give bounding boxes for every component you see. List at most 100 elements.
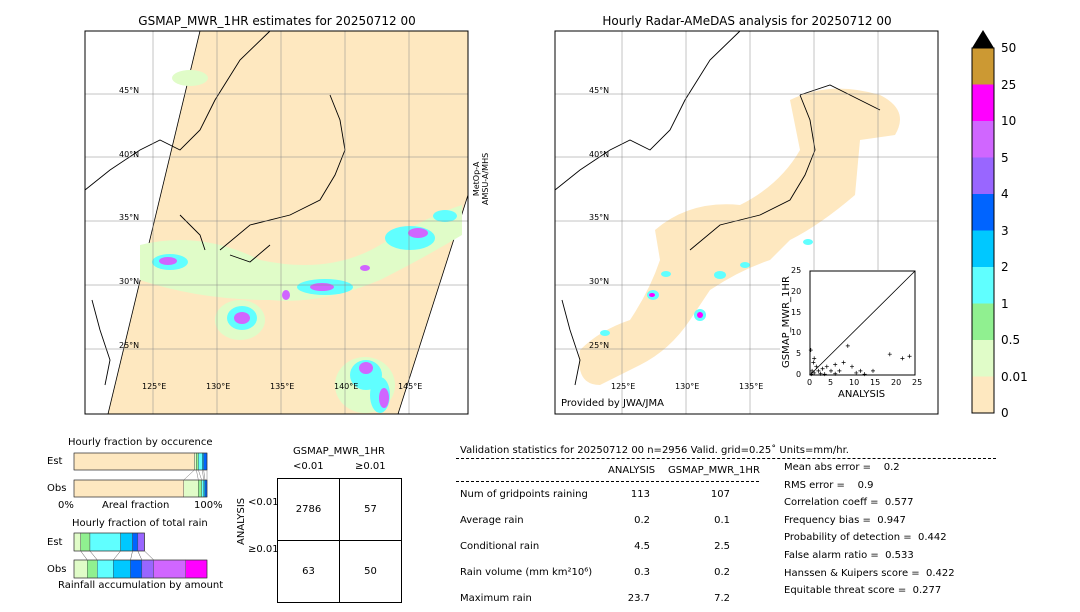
est-bar-segment xyxy=(89,532,121,552)
stat-gsmap: 2.5 xyxy=(714,541,730,552)
obs-bar-segment xyxy=(153,559,186,579)
obs-label: Obs xyxy=(47,483,67,494)
lon-label: 135°E xyxy=(270,382,295,391)
scatter-point xyxy=(871,368,875,373)
est-label: Est xyxy=(47,537,63,548)
y-tick-label: 5 xyxy=(796,349,802,359)
scatter-point xyxy=(809,372,814,377)
obs-bar-segment xyxy=(201,479,204,498)
obs-bar-segment xyxy=(73,479,184,498)
lat-label: 25°N xyxy=(119,341,140,350)
total-rain-title: Hourly fraction of total rain xyxy=(72,518,208,529)
scatter-xlabel: ANALYSIS xyxy=(838,389,886,400)
lat-label: 40°N xyxy=(589,150,610,159)
lat-label: 40°N xyxy=(119,150,140,159)
lat-label: 30°N xyxy=(589,277,610,286)
swath-area xyxy=(108,31,468,414)
score-line: Probability of detection = 0.442 xyxy=(784,532,947,544)
x-tick-label: 0 xyxy=(807,378,813,387)
stat-analysis: 0.3 xyxy=(634,567,650,578)
y-tick-label: 25 xyxy=(791,266,802,275)
scatter-point xyxy=(820,366,825,371)
left-map xyxy=(84,30,469,415)
scatter-point xyxy=(850,364,854,369)
est-bar-segment xyxy=(137,532,145,552)
obs-bar-segment xyxy=(113,559,131,579)
scatter-plot xyxy=(808,270,916,377)
lat-label: 35°N xyxy=(119,213,140,222)
sensor-label: MetOp-A AMSU-A/MHS xyxy=(472,152,490,205)
colorbar-segment xyxy=(972,121,994,158)
score-line: RMS error = 0.9 xyxy=(784,479,874,491)
stat-gsmap: 107 xyxy=(710,489,730,500)
score-line: Hanssen & Kuipers score = 0.422 xyxy=(784,567,955,579)
colorbar-label: 0.5 xyxy=(1001,333,1021,347)
stat-analysis: 23.7 xyxy=(627,593,650,604)
col-header: <0.01 xyxy=(293,461,324,472)
scatter-point xyxy=(829,368,833,373)
scatter-point xyxy=(816,368,821,373)
y-tick-label: 20 xyxy=(791,286,802,296)
lat-label: 25°N xyxy=(589,341,610,350)
left-map-title: GSMAP_MWR_1HR estimates for 20250712 00 xyxy=(138,14,416,28)
scatter-point xyxy=(887,352,892,357)
stat-gsmap: 0.1 xyxy=(714,515,730,526)
stat-label: Conditional rain xyxy=(460,541,540,552)
scatter-point xyxy=(812,370,817,375)
obs-bar-segment xyxy=(198,479,202,498)
colorbar-segment xyxy=(972,84,994,121)
colorbar-label: 50 xyxy=(1001,41,1017,55)
cell-false-alarm: 57 xyxy=(339,478,402,541)
colorbar xyxy=(971,30,995,414)
lat-label: 45°N xyxy=(119,86,140,95)
obs-bar-segment xyxy=(141,559,155,579)
lon-label: 130°E xyxy=(675,382,700,391)
x-tick-label: 25 xyxy=(912,378,923,387)
colorbar-label: 2 xyxy=(1001,260,1009,274)
scatter-point xyxy=(808,348,813,353)
scatter-point xyxy=(854,370,859,375)
row-header: ≥0.01 xyxy=(248,544,279,555)
x-tick-label: 10 xyxy=(849,378,860,387)
col-analysis: ANALYSIS xyxy=(608,465,656,476)
score-line: Frequency bias = 0.947 xyxy=(784,514,906,526)
colorbar-label: 3 xyxy=(1001,223,1009,238)
lon-label: 125°E xyxy=(611,382,636,391)
est-bar-segment xyxy=(73,452,195,471)
axis-mid: Areal fraction xyxy=(102,500,170,511)
occurrence-bars xyxy=(73,452,208,498)
total-rain-bars xyxy=(73,532,208,579)
lon-label: 145°E xyxy=(398,382,423,391)
colorbar-label: 0.01 xyxy=(1001,369,1028,384)
scatter-point xyxy=(811,360,816,365)
col-header: ≥0.01 xyxy=(355,461,386,472)
scatter-point xyxy=(900,356,905,361)
est-bar-segment xyxy=(80,532,91,552)
est-label: Est xyxy=(47,456,63,467)
colorbar-segment xyxy=(972,303,994,340)
y-tick-label: 15 xyxy=(791,307,802,317)
score-line: False alarm ratio = 0.533 xyxy=(784,550,914,561)
colorbar-label: 5 xyxy=(1001,150,1009,165)
colorbar-segment xyxy=(972,340,994,377)
stat-analysis: 113 xyxy=(630,489,650,500)
obs-bar-segment xyxy=(73,559,88,579)
stat-label: Num of gridpoints raining xyxy=(460,489,588,500)
lon-label: 140°E xyxy=(334,382,359,391)
col-gsmap: GSMAP_MWR_1HR xyxy=(668,465,760,476)
right-map-title: Hourly Radar-AMeDAS analysis for 2025071… xyxy=(602,14,892,28)
scatter-point xyxy=(822,372,827,377)
stat-analysis: 0.2 xyxy=(634,515,650,526)
colorbar-segment xyxy=(972,157,994,194)
colorbar-segment xyxy=(972,48,994,85)
obs-bar-segment xyxy=(87,559,98,579)
row-axis-label: ANALYSIS xyxy=(236,497,247,545)
est-bar-segment xyxy=(73,532,81,552)
colorbar-label: 4 xyxy=(1001,187,1009,201)
x-tick-label: 15 xyxy=(870,378,881,387)
colorbar-label: 0 xyxy=(1001,406,1009,420)
est-bar-segment xyxy=(132,532,139,552)
cell-hits-none: 2786 xyxy=(277,478,340,541)
stat-analysis: 4.5 xyxy=(634,541,650,552)
